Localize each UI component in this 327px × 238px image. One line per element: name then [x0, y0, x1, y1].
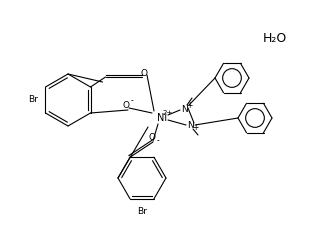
- Text: -: -: [157, 137, 159, 145]
- Text: O: O: [141, 69, 147, 78]
- Text: H₂O: H₂O: [263, 31, 287, 45]
- Text: +: +: [192, 123, 198, 132]
- Text: N: N: [187, 120, 193, 129]
- Text: Ni: Ni: [157, 113, 167, 123]
- Text: O: O: [123, 100, 129, 109]
- Text: -: -: [130, 96, 133, 105]
- Text: Br: Br: [137, 207, 147, 215]
- Text: Br: Br: [28, 95, 38, 104]
- Text: O: O: [148, 133, 156, 142]
- Text: N: N: [181, 105, 187, 114]
- Text: +: +: [186, 100, 192, 109]
- Text: 2+: 2+: [163, 110, 173, 116]
